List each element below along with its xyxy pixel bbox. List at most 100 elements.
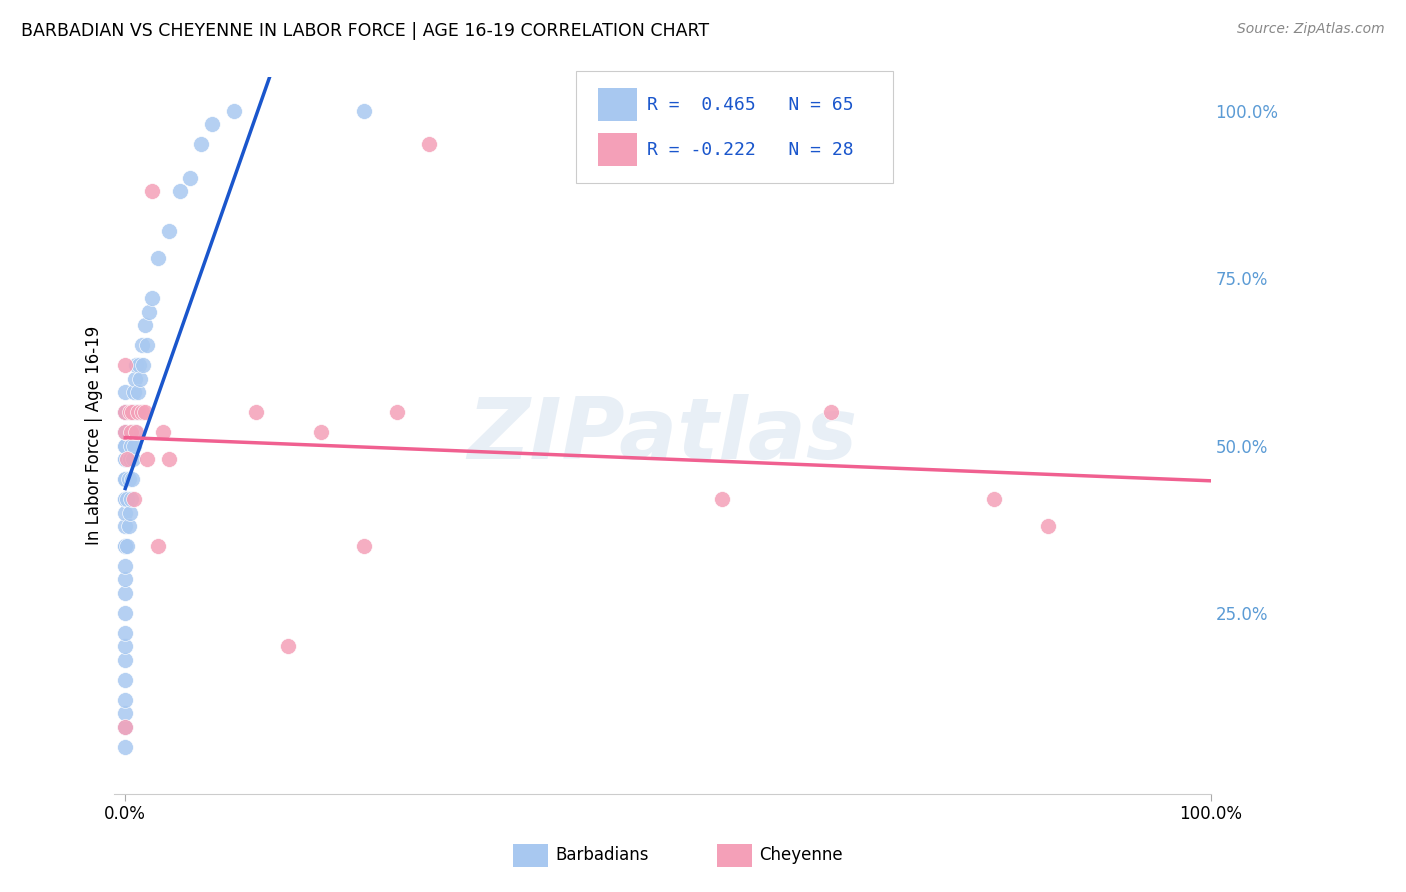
Point	[146, 251, 169, 265]
Point	[114, 405, 136, 419]
Point	[114, 720, 136, 734]
Point	[114, 385, 136, 400]
Point	[114, 439, 136, 453]
Point	[129, 372, 152, 386]
Point	[117, 492, 139, 507]
Point	[131, 358, 153, 372]
Point	[136, 452, 159, 467]
Point	[114, 492, 136, 507]
Point	[114, 519, 136, 533]
Point	[141, 291, 163, 305]
Point	[117, 472, 139, 486]
Point	[114, 673, 136, 687]
Point	[114, 405, 136, 419]
Point	[138, 304, 160, 318]
Point	[157, 452, 180, 467]
Point	[128, 358, 150, 372]
Point	[114, 425, 136, 440]
Point	[114, 439, 136, 453]
Point	[114, 693, 136, 707]
Point	[121, 472, 143, 486]
Point	[120, 439, 142, 453]
Point	[222, 103, 245, 118]
Point	[134, 405, 156, 419]
Point	[117, 519, 139, 533]
Point	[114, 640, 136, 654]
Point	[141, 184, 163, 198]
Point	[114, 472, 136, 486]
Point	[117, 539, 139, 553]
Point	[118, 405, 141, 419]
Point	[131, 405, 153, 419]
Point	[385, 405, 408, 419]
Point	[122, 439, 145, 453]
Point	[121, 452, 143, 467]
Point	[118, 452, 141, 467]
Text: Source: ZipAtlas.com: Source: ZipAtlas.com	[1237, 22, 1385, 37]
Point	[134, 318, 156, 332]
Point	[127, 385, 149, 400]
Point	[131, 338, 153, 352]
Point	[120, 492, 142, 507]
Point	[114, 425, 136, 440]
Text: Barbadians: Barbadians	[555, 847, 650, 864]
Point	[418, 137, 440, 152]
Point	[114, 586, 136, 600]
Point	[120, 425, 142, 440]
Point	[127, 405, 149, 419]
Point	[114, 573, 136, 587]
Point	[114, 439, 136, 453]
Point	[157, 224, 180, 238]
Point	[114, 492, 136, 507]
Point	[114, 358, 136, 372]
Point	[114, 720, 136, 734]
Point	[122, 492, 145, 507]
Point	[309, 425, 332, 440]
Point	[201, 117, 224, 131]
Point	[179, 170, 201, 185]
Point	[1036, 519, 1059, 533]
Point	[121, 405, 143, 419]
Point	[136, 338, 159, 352]
Point	[353, 539, 375, 553]
Point	[114, 539, 136, 553]
Point	[114, 405, 136, 419]
Point	[114, 452, 136, 467]
Point	[125, 358, 148, 372]
Point	[122, 385, 145, 400]
Point	[114, 626, 136, 640]
Text: Cheyenne: Cheyenne	[759, 847, 842, 864]
Point	[353, 103, 375, 118]
Point	[114, 606, 136, 620]
Point	[118, 506, 141, 520]
Point	[245, 405, 267, 419]
Point	[121, 425, 143, 440]
Point	[114, 425, 136, 440]
Point	[277, 640, 299, 654]
Point	[114, 706, 136, 721]
Y-axis label: In Labor Force | Age 16-19: In Labor Force | Age 16-19	[86, 326, 103, 545]
Point	[114, 452, 136, 467]
Point	[114, 739, 136, 754]
Point	[124, 425, 146, 440]
Point	[114, 539, 136, 553]
Point	[114, 559, 136, 574]
Point	[169, 184, 191, 198]
Text: BARBADIAN VS CHEYENNE IN LABOR FORCE | AGE 16-19 CORRELATION CHART: BARBADIAN VS CHEYENNE IN LABOR FORCE | A…	[21, 22, 709, 40]
Point	[124, 372, 146, 386]
Point	[125, 425, 148, 440]
Point	[117, 452, 139, 467]
Point	[983, 492, 1005, 507]
Point	[152, 425, 174, 440]
Point	[121, 405, 143, 419]
Point	[146, 539, 169, 553]
Point	[114, 472, 136, 486]
Point	[711, 492, 734, 507]
Point	[125, 405, 148, 419]
Text: ZIPatlas: ZIPatlas	[467, 394, 858, 477]
Text: R =  0.465   N = 65: R = 0.465 N = 65	[647, 95, 853, 113]
Text: R = -0.222   N = 28: R = -0.222 N = 28	[647, 141, 853, 159]
Point	[114, 653, 136, 667]
Point	[190, 137, 212, 152]
Point	[820, 405, 842, 419]
